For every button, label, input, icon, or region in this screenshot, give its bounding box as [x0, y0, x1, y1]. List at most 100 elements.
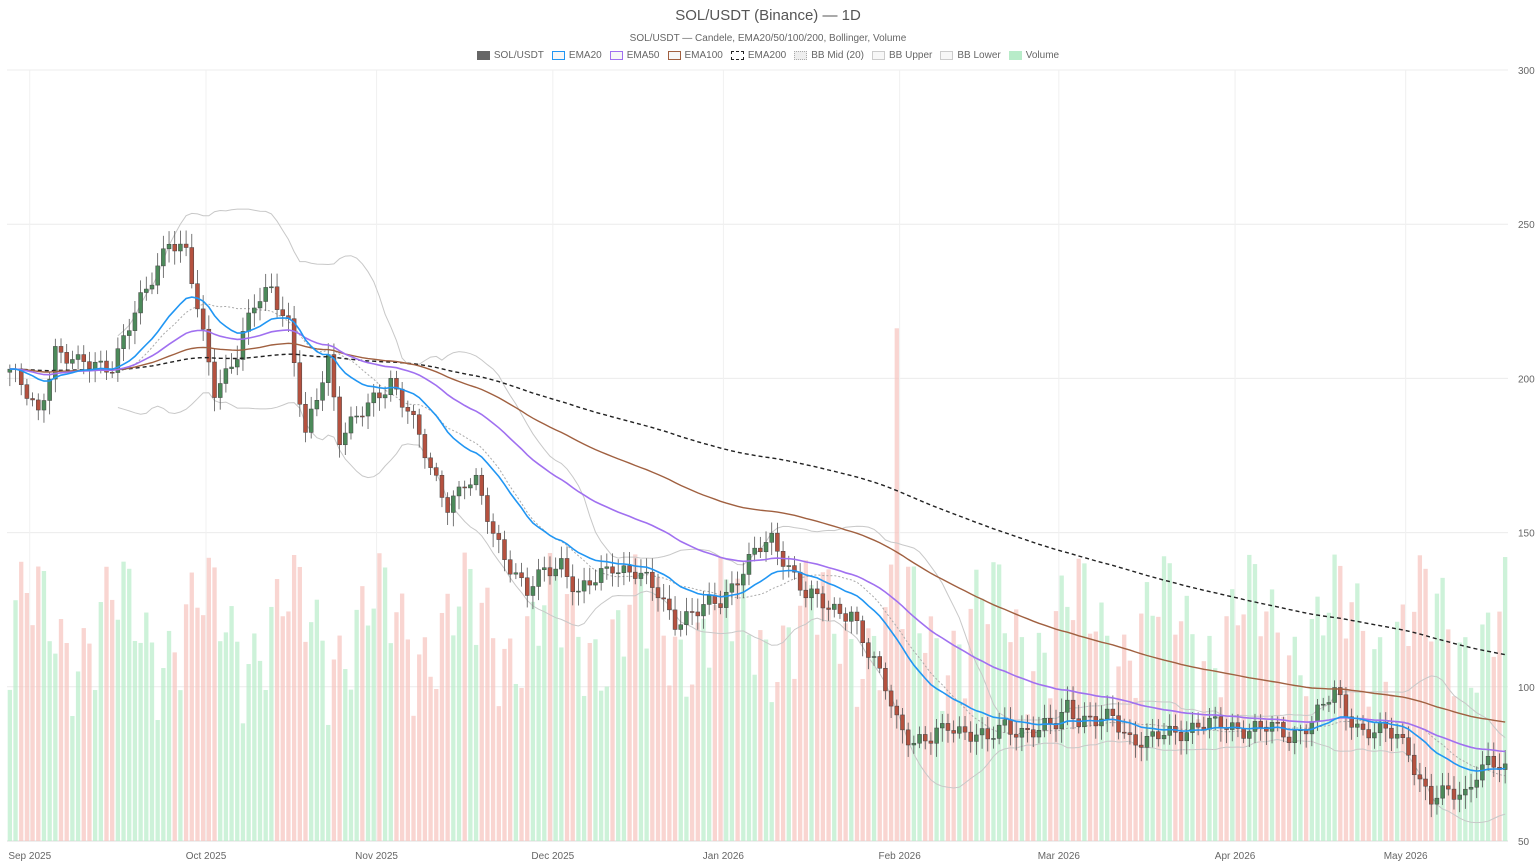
volume-bar	[1201, 661, 1206, 841]
legend-item[interactable]: EMA100	[667, 50, 723, 61]
candle	[678, 611, 683, 637]
legend-item[interactable]: EMA200	[730, 50, 787, 61]
volume-bar	[974, 569, 979, 841]
volume-bar	[468, 568, 473, 841]
volume-bar	[411, 715, 416, 841]
candle	[229, 353, 234, 374]
volume-bar	[189, 572, 194, 841]
candle	[166, 231, 172, 263]
candle	[445, 492, 450, 525]
legend-swatch	[476, 51, 490, 60]
candle	[968, 721, 973, 753]
volume-bar	[1355, 583, 1360, 841]
candle	[24, 378, 30, 406]
candle	[1338, 680, 1343, 709]
candle	[348, 406, 354, 440]
candle	[1150, 718, 1155, 748]
volume-bar	[809, 584, 814, 841]
candle	[905, 722, 911, 757]
legend-label: EMA200	[747, 50, 787, 61]
volume-bar	[58, 619, 64, 841]
volume-bar	[206, 557, 211, 841]
volume-bar	[1070, 620, 1076, 841]
volume-bar	[911, 566, 917, 841]
volume-bar	[1429, 641, 1434, 841]
volume-bar	[957, 644, 962, 841]
volume-bar	[1468, 687, 1474, 841]
legend-item[interactable]: Volume	[1008, 50, 1059, 61]
legend-item[interactable]: SOL/USDT	[476, 50, 544, 61]
candle	[388, 370, 394, 402]
volume-bar	[1076, 558, 1081, 841]
volume-bar	[229, 606, 234, 841]
candle	[1406, 726, 1411, 763]
volume-bar	[945, 675, 951, 841]
candle	[718, 590, 723, 615]
volume-bar	[70, 716, 75, 841]
legend-label: BB Lower	[957, 50, 1001, 61]
chart-subtitle: SOL/USDT — Candele, EMA20/50/100/200, Bo…	[629, 33, 907, 44]
candle	[382, 386, 388, 409]
legend-item[interactable]: EMA20	[551, 50, 602, 61]
volume-bar	[718, 556, 723, 841]
candle	[672, 596, 678, 636]
candle	[1417, 762, 1423, 793]
candle	[689, 597, 695, 626]
volume-bar	[564, 594, 570, 841]
volume-bar	[1304, 696, 1309, 841]
candle	[297, 350, 303, 417]
candle	[1434, 785, 1440, 815]
volume-bar	[53, 653, 58, 841]
candle	[1099, 705, 1104, 740]
candle	[1423, 766, 1428, 801]
candle	[763, 531, 769, 562]
candle	[576, 578, 581, 606]
candle	[18, 363, 24, 396]
volume-bar	[763, 639, 769, 841]
volume-bar	[712, 604, 718, 841]
volume-bar	[797, 605, 803, 841]
candle	[1002, 707, 1008, 733]
candle	[257, 287, 263, 321]
x-tick-label: Feb 2026	[879, 851, 922, 862]
legend-item[interactable]: BB Lower	[940, 50, 1001, 61]
volume-bar	[218, 641, 223, 841]
candle	[155, 253, 160, 295]
candle	[587, 567, 593, 595]
candle	[41, 393, 47, 423]
volume-bar	[81, 628, 86, 841]
volume-bar	[24, 592, 30, 841]
candle	[1161, 723, 1167, 745]
candle	[47, 371, 52, 415]
volume-bar	[303, 641, 308, 841]
volume-bar	[678, 639, 683, 841]
volume-bar	[1463, 637, 1468, 841]
candle	[217, 369, 223, 410]
volume-bar	[655, 577, 661, 841]
volume-bar	[36, 566, 41, 841]
candle	[1292, 725, 1298, 755]
volume-bar	[348, 689, 354, 841]
candle	[940, 714, 945, 742]
volume-bar	[47, 641, 52, 841]
volume-bar	[638, 574, 644, 841]
candle	[1053, 709, 1059, 742]
volume-bar	[633, 554, 638, 841]
legend-label: BB Mid (20)	[811, 50, 865, 61]
candle	[638, 559, 644, 587]
legend-item[interactable]: EMA50	[609, 50, 660, 61]
candle	[877, 651, 882, 674]
candle	[1139, 732, 1144, 762]
volume-bar	[758, 630, 763, 841]
volume-bar	[1207, 635, 1212, 841]
candle	[633, 558, 638, 585]
candle	[1070, 686, 1076, 730]
candle	[189, 233, 195, 289]
volume-bar	[496, 706, 501, 841]
legend-item[interactable]: BB Upper	[872, 50, 932, 61]
candle	[468, 478, 473, 496]
legend-item[interactable]: BB Mid (20)	[794, 50, 864, 61]
volume-bar	[1042, 652, 1047, 841]
candle	[496, 524, 502, 554]
volume-bar	[1195, 719, 1201, 841]
